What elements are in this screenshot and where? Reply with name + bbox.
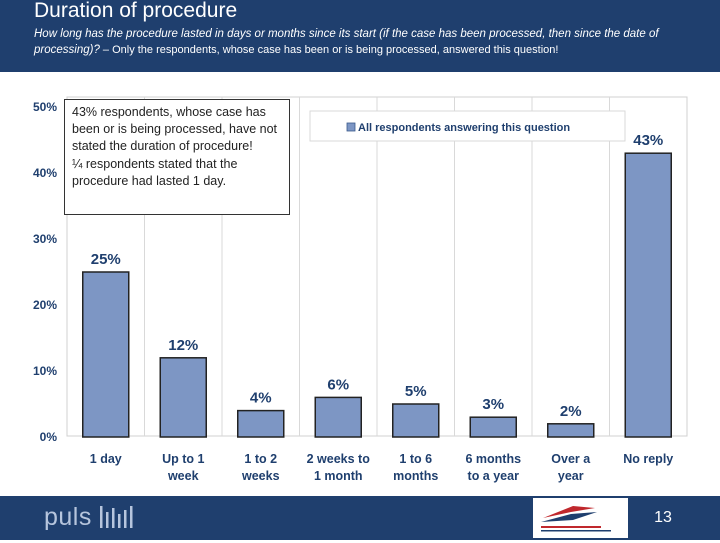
bar bbox=[82, 271, 130, 438]
legend-box bbox=[309, 110, 626, 142]
bar bbox=[159, 357, 207, 438]
question-note: – Only the respondents, whose case has b… bbox=[99, 44, 559, 56]
bar-labels: 25% 12% 4% 6% 5% 3% 2% 43% bbox=[91, 132, 664, 420]
bar-value-label: 6% bbox=[327, 376, 349, 393]
callout-line-1: 43% respondents, whose case has been or … bbox=[72, 105, 277, 153]
x-tick-label: Over a year bbox=[551, 452, 591, 483]
legend: All respondents answering this question bbox=[309, 110, 626, 142]
bar bbox=[392, 403, 440, 438]
bar bbox=[624, 152, 672, 438]
brand-logo: puls bbox=[44, 503, 92, 531]
slide-title: Duration of procedure bbox=[34, 0, 238, 22]
page-number: 13 bbox=[654, 509, 672, 526]
bar-value-label: 4% bbox=[250, 390, 272, 407]
slide-header: Duration of procedure How long has the p… bbox=[0, 0, 720, 72]
partner-logo-icon bbox=[533, 498, 628, 538]
bar-value-label: 43% bbox=[633, 132, 663, 149]
bar-value-label: 5% bbox=[405, 383, 427, 400]
y-tick-label: 30% bbox=[33, 232, 57, 246]
bar bbox=[237, 409, 285, 438]
x-tick-label: 1 to 6 months bbox=[393, 452, 438, 483]
y-tick-label: 50% bbox=[33, 100, 57, 114]
grid-lines bbox=[144, 97, 610, 436]
callout-box: 43% respondents, whose case has been or … bbox=[64, 99, 290, 215]
bar bbox=[469, 416, 517, 438]
y-tick-label: 20% bbox=[33, 298, 57, 312]
brand-bars-icon bbox=[100, 506, 133, 528]
x-tick-label: No reply bbox=[623, 452, 673, 466]
bar bbox=[547, 423, 595, 438]
question-text: How long has the procedure lasted in day… bbox=[34, 28, 659, 56]
bar-value-label: 25% bbox=[91, 251, 121, 268]
x-tick-label: Up to 1 week bbox=[162, 452, 204, 483]
y-tick-label: 10% bbox=[33, 364, 57, 378]
y-tick-label: 40% bbox=[33, 166, 57, 180]
x-tick-label: 1 to 2 weeks bbox=[241, 452, 280, 483]
y-tick-label: 0% bbox=[40, 430, 58, 444]
bars bbox=[82, 152, 672, 438]
y-axis: 0% 10% 20% 30% 40% 50% bbox=[33, 100, 57, 444]
bar-value-label: 12% bbox=[168, 337, 198, 354]
legend-label: All respondents answering this question bbox=[358, 122, 570, 134]
bar-value-label: 3% bbox=[482, 396, 504, 413]
legend-swatch bbox=[346, 122, 356, 132]
x-tick-label: 2 weeks to 1 month bbox=[307, 452, 371, 483]
bar bbox=[314, 396, 362, 438]
bar-chart: 0% 10% 20% 30% 40% 50% 25% 12% 4% 6% 5% 3% 2% 43% 1 … bbox=[0, 72, 720, 496]
x-axis: 1 day Up to 1 week 1 to 2 weeks 2 weeks to 1 m… bbox=[90, 452, 674, 483]
slide-subtitle: How long has the procedure lasted in day… bbox=[34, 26, 706, 58]
x-tick-label: 1 day bbox=[90, 452, 122, 466]
x-tick-label: 6 months to a year bbox=[465, 452, 521, 483]
callout-line-2: ¼ respondents stated that the procedure … bbox=[72, 157, 238, 188]
bar-value-label: 2% bbox=[560, 403, 582, 420]
